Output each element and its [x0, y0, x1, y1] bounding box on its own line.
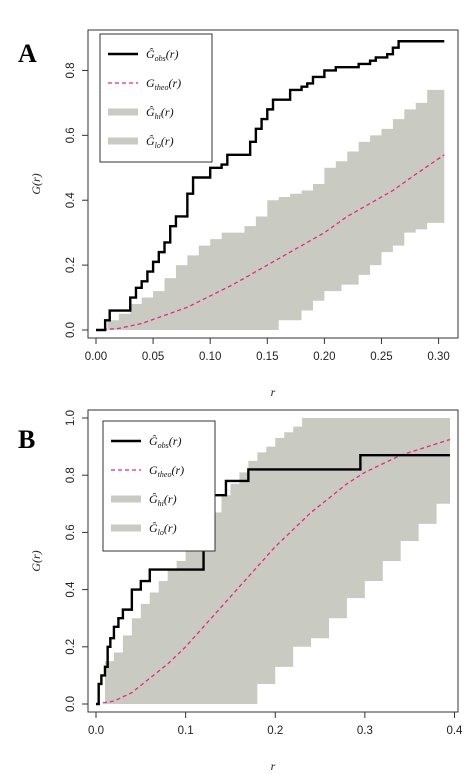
series-lines-a [95, 40, 445, 332]
y-tick-label: 0.0 [65, 322, 77, 338]
x-tick-label: 0.0 [88, 725, 104, 737]
legend-label-theo: Gtheo(r) [146, 76, 181, 92]
y-tick-label: 0.4 [65, 581, 77, 598]
y-tick-label: 0.6 [65, 524, 77, 540]
plot-frame-b [87, 409, 459, 713]
legend-label-obs: Ĝobs(r) [146, 47, 178, 63]
x-tick-label: 0.3 [357, 725, 373, 737]
plot-frame-a [87, 29, 459, 339]
x-tick-label: 0.00 [85, 351, 107, 363]
y-axis-b: 0.0 0.2 0.4 0.6 0.8 1.0 [65, 410, 88, 712]
x-tick-label: 0.30 [427, 351, 449, 363]
legend-label-obs: Ĝobs(r) [149, 434, 181, 450]
x-tick-label: 0.25 [370, 351, 392, 363]
y-tick-label: 0.0 [65, 696, 77, 712]
legend-label-theo: Gtheo(r) [149, 463, 184, 479]
x-axis-title-b: r [271, 759, 276, 773]
obs-line [96, 453, 450, 706]
theo-line [95, 154, 445, 331]
envelope-band-a [96, 89, 445, 331]
series-lines-b [95, 438, 451, 706]
y-tick-label: 1.0 [65, 410, 77, 426]
legend-b: Ĝobs(r) Gtheo(r) Ĝhi(r) Ĝlo(r) [102, 420, 216, 552]
y-tick-label: 0.4 [65, 192, 77, 209]
panel-b: B 0.0 0.1 0.2 0.3 0.4 0.0 0.2 0.4 0.6 0.8 1.0 r G… [18, 409, 463, 773]
legend-label-hi: Ĝhi(r) [146, 105, 174, 121]
x-axis-a: 0.00 0.05 0.10 0.15 0.20 0.25 0.30 [85, 338, 450, 363]
x-tick-label: 0.20 [313, 351, 335, 363]
x-tick-label: 0.10 [199, 351, 221, 363]
y-axis-a: 0.0 0.2 0.4 0.6 0.8 [65, 62, 88, 338]
panel-letter-a: A [18, 39, 37, 68]
y-axis-title-b: G(r) [29, 550, 43, 571]
panel-a: A 0.00 0.05 0.10 0.15 0.20 0.25 0.30 0.0 0.2 0.4… [18, 29, 459, 399]
panel-letter-b: B [18, 425, 35, 454]
y-tick-label: 0.8 [65, 62, 77, 78]
y-tick-label: 0.8 [65, 467, 77, 483]
y-tick-label: 0.2 [65, 257, 77, 273]
envelope-band-b [96, 418, 450, 704]
legend-label-lo: Ĝlo(r) [149, 521, 177, 537]
envelope-area [96, 89, 445, 331]
x-tick-label: 0.15 [256, 351, 278, 363]
envelope-area [96, 418, 450, 704]
x-axis-b: 0.0 0.1 0.2 0.3 0.4 [88, 712, 463, 737]
x-tick-label: 0.2 [267, 725, 283, 737]
y-axis-title-a: G(r) [29, 173, 43, 194]
theo-line [95, 438, 451, 705]
x-tick-label: 0.4 [446, 725, 463, 737]
y-tick-label: 0.6 [65, 127, 77, 143]
legend-label-hi: Ĝhi(r) [149, 492, 177, 508]
legend-label-lo: Ĝlo(r) [146, 134, 174, 150]
x-axis-title-a: r [271, 385, 276, 399]
obs-line [96, 40, 445, 332]
x-tick-label: 0.1 [178, 725, 194, 737]
legend-a: Ĝobs(r) Gtheo(r) Ĝhi(r) Ĝlo(r) [99, 33, 213, 163]
y-tick-label: 0.2 [65, 639, 77, 655]
x-tick-label: 0.05 [142, 351, 164, 363]
